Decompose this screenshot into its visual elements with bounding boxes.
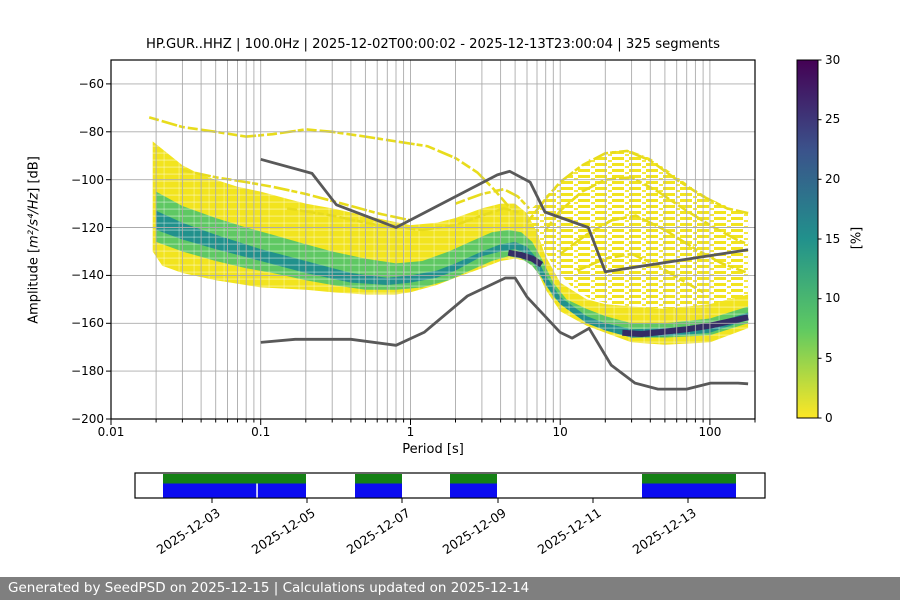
y-tick-label: −200 <box>71 412 104 426</box>
colorbar-tick-label: 20 <box>825 171 841 186</box>
coverage-segment-top <box>450 474 497 484</box>
x-tick-label: 0.1 <box>251 425 271 439</box>
coverage-segment-top <box>642 474 736 484</box>
coverage-segment-bottom <box>450 483 497 498</box>
plot-title: HP.GUR..HHZ | 100.0Hz | 2025-12-02T00:00… <box>146 37 720 52</box>
y-tick-label: −120 <box>71 220 104 235</box>
y-tick-label: −140 <box>71 268 104 283</box>
y-tick-label: −180 <box>71 364 104 379</box>
axis-ticks <box>106 83 756 425</box>
colorbar-tick-label: 5 <box>825 350 833 365</box>
coverage-segment-top <box>163 474 306 484</box>
colorbar-tick-label: 25 <box>825 112 841 127</box>
x-tick-label: 100 <box>698 425 722 439</box>
outlier-curve-top <box>148 116 510 207</box>
colorbar-label: [%] <box>849 226 865 250</box>
x-axis-label: Period [s] <box>402 442 464 457</box>
plot-frame <box>110 59 756 420</box>
y-tick-label: −80 <box>78 124 104 139</box>
high-noise-model-line <box>260 157 749 274</box>
x-tick-label: 10 <box>552 425 568 439</box>
y-tick-label: −60 <box>78 76 104 91</box>
coverage-segment-top <box>355 474 402 484</box>
colorbar-tick-label: 30 <box>825 52 841 67</box>
coverage-segment-bottom <box>163 483 306 498</box>
footer-bar: Generated by SeedPSD on 2025-12-15 | Cal… <box>0 577 900 600</box>
colorbar <box>796 59 819 419</box>
y-tick-label: −100 <box>71 172 104 187</box>
outlier-curve <box>182 168 411 222</box>
coverage-gap <box>256 483 258 498</box>
timeline-ticks <box>211 498 689 503</box>
footer-text: Generated by SeedPSD on 2025-12-15 | Cal… <box>8 580 530 596</box>
low-noise-model-line <box>260 276 749 391</box>
outlier-hump <box>525 149 749 224</box>
outlier-hump <box>544 175 749 246</box>
x-tick-label: 0.01 <box>97 425 125 439</box>
y-tick-label: −160 <box>71 316 104 331</box>
outlier-curve <box>455 187 531 210</box>
histogram-texture <box>152 141 749 345</box>
colorbar-tick-label: 0 <box>825 410 833 425</box>
x-tick-label: 1 <box>406 425 415 439</box>
colorbar-tick-label: 15 <box>825 231 841 246</box>
coverage-segment-bottom <box>642 483 736 498</box>
colorbar-tick-label: 10 <box>825 291 841 306</box>
colorbar-ticks <box>818 59 822 419</box>
coverage-segment-bottom <box>355 483 402 498</box>
